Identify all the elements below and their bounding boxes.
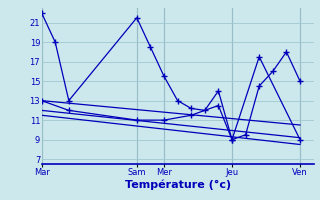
X-axis label: Température (°c): Température (°c) (124, 180, 231, 190)
